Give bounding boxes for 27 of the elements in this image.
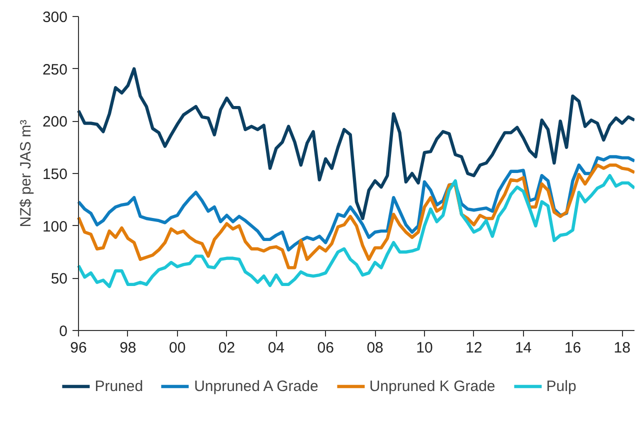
x-tick-label: 18 [614, 340, 630, 356]
y-tick-label: 100 [42, 218, 68, 236]
x-tick-label: 16 [564, 340, 582, 356]
legend-label: Unpruned K Grade [369, 378, 496, 394]
x-tick-label: 04 [268, 340, 285, 356]
y-tick-label: 150 [42, 166, 68, 183]
y-tick-label: 300 [42, 9, 68, 26]
legend-label: Pruned [94, 378, 144, 394]
line-series [76, 174, 634, 288]
x-tick-label: 98 [120, 340, 136, 356]
x-tick-label: 12 [466, 340, 482, 356]
y-tick-label: 50 [50, 270, 68, 288]
y-axis-title: NZ$ per JAS m³ [17, 120, 34, 228]
x-tick-label: 10 [416, 340, 433, 356]
line-series [76, 67, 634, 220]
y-tick-label: 0 [59, 323, 68, 340]
x-tick-label: 00 [169, 340, 186, 356]
legend-label: Pulp [546, 378, 576, 394]
legend-label: Unpruned A Grade [194, 378, 318, 394]
x-tick-label: 08 [366, 340, 384, 356]
x-tick-label: 14 [514, 340, 532, 356]
y-tick-label: 200 [42, 114, 68, 131]
x-tick-label: 96 [70, 340, 87, 356]
x-tick-label: 02 [218, 340, 236, 356]
x-tick-label: 06 [317, 340, 334, 356]
y-tick-label: 250 [42, 61, 68, 78]
line-series [76, 164, 634, 270]
